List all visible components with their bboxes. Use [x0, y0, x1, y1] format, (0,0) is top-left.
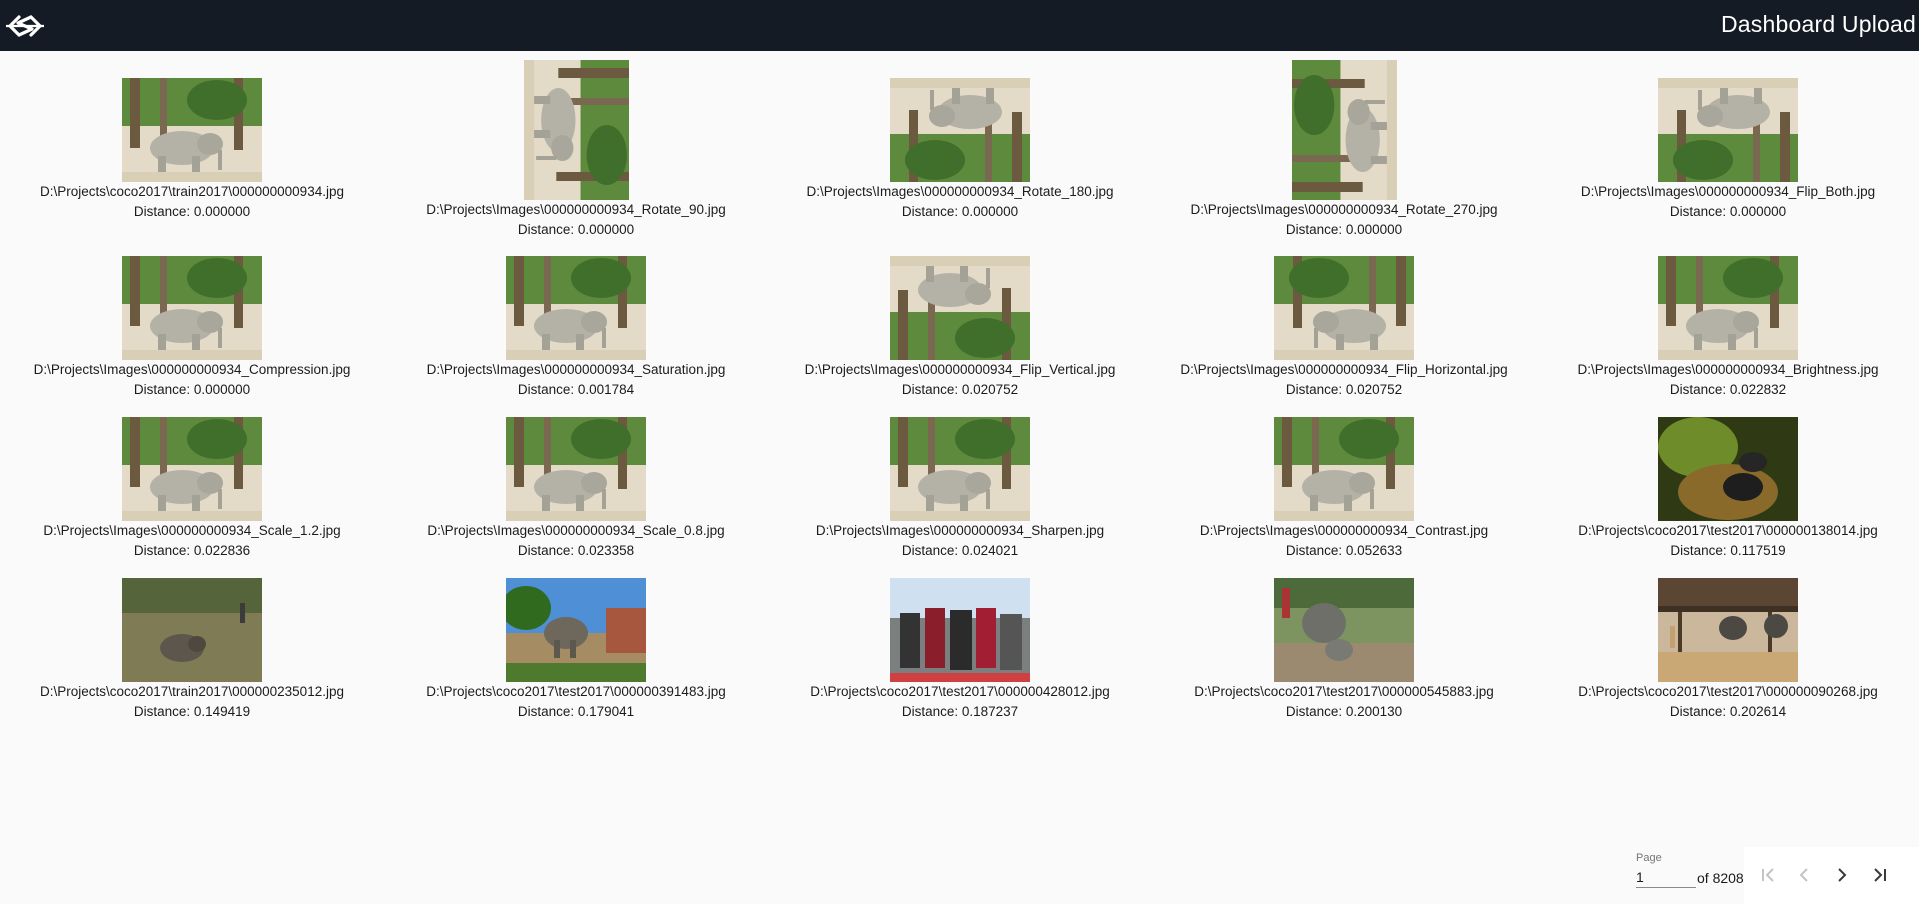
result-thumbnail[interactable]	[1658, 417, 1798, 521]
result-distance: Distance: 0.023358	[517, 543, 635, 558]
result-file-path: D:\Projects\coco2017\train2017\000000235…	[40, 684, 344, 699]
result-thumbnail[interactable]	[890, 78, 1030, 182]
result-thumbnail[interactable]	[506, 417, 646, 521]
result-thumbnail[interactable]	[1658, 578, 1798, 682]
page-label: Page	[1636, 852, 1662, 864]
result-card: D:\Projects\Images\000000000934_Contrast…	[1152, 417, 1536, 561]
result-card: D:\Projects\Images\000000000934_Rotate_1…	[768, 78, 1152, 222]
page-number-input[interactable]	[1636, 866, 1696, 888]
result-card: D:\Projects\coco2017\train2017\000000235…	[0, 578, 384, 722]
result-distance: Distance: 0.187237	[901, 704, 1019, 719]
previous-page-button[interactable]	[1790, 861, 1818, 889]
result-distance: Distance: 0.202614	[1669, 704, 1787, 719]
result-distance: Distance: 0.000000	[1285, 222, 1403, 237]
result-distance: Distance: 0.149419	[133, 704, 251, 719]
result-thumbnail[interactable]	[890, 417, 1030, 521]
result-distance: Distance: 0.179041	[517, 704, 635, 719]
result-thumbnail[interactable]	[506, 578, 646, 682]
result-card: D:\Projects\Images\000000000934_Flip_Hor…	[1152, 256, 1536, 400]
result-thumbnail[interactable]	[890, 578, 1030, 682]
app-logo-icon[interactable]	[4, 8, 46, 44]
page-nav-buttons	[1744, 847, 1919, 904]
result-distance: Distance: 0.000000	[1669, 204, 1787, 219]
page-total: of 8208	[1697, 870, 1744, 886]
result-distance: Distance: 0.000000	[901, 204, 1019, 219]
result-thumbnail[interactable]	[1274, 578, 1414, 682]
result-card: D:\Projects\Images\000000000934_Saturati…	[384, 256, 768, 400]
result-file-path: D:\Projects\Images\000000000934_Sharpen.…	[815, 523, 1105, 538]
result-distance: Distance: 0.200130	[1285, 704, 1403, 719]
result-file-path: D:\Projects\Images\000000000934_Flip_Hor…	[1180, 362, 1508, 377]
result-thumbnail[interactable]	[1274, 256, 1414, 360]
result-file-path: D:\Projects\coco2017\test2017\0000003914…	[426, 684, 726, 699]
result-thumbnail[interactable]	[523, 60, 629, 200]
result-card: D:\Projects\coco2017\test2017\0000003914…	[384, 578, 768, 722]
result-card: D:\Projects\Images\000000000934_Sharpen.…	[768, 417, 1152, 561]
result-thumbnail[interactable]	[1658, 256, 1798, 360]
result-card: D:\Projects\Images\000000000934_Flip_Bot…	[1536, 78, 1919, 222]
result-card: D:\Projects\Images\000000000934_Compress…	[0, 256, 384, 400]
result-distance: Distance: 0.052633	[1285, 543, 1403, 558]
paginator: Page of 8208	[1619, 847, 1919, 904]
result-card: D:\Projects\coco2017\test2017\0000001380…	[1536, 417, 1919, 561]
result-card: D:\Projects\coco2017\test2017\0000005458…	[1152, 578, 1536, 722]
result-distance: Distance: 0.000000	[133, 382, 251, 397]
result-card: D:\Projects\Images\000000000934_Rotate_9…	[384, 60, 768, 240]
result-thumbnail[interactable]	[1658, 78, 1798, 182]
page-title: Dashboard Upload	[1721, 11, 1916, 37]
result-card: D:\Projects\coco2017\test2017\0000004280…	[768, 578, 1152, 722]
result-thumbnail[interactable]	[890, 256, 1030, 360]
chevron-right-icon	[1838, 868, 1847, 882]
result-file-path: D:\Projects\Images\000000000934_Brightne…	[1577, 362, 1879, 377]
result-thumbnail[interactable]	[122, 417, 262, 521]
first-page-button[interactable]	[1754, 861, 1782, 889]
result-file-path: D:\Projects\Images\000000000934_Flip_Bot…	[1580, 184, 1876, 199]
result-card: D:\Projects\Images\000000000934_Rotate_2…	[1152, 60, 1536, 240]
result-file-path: D:\Projects\Images\000000000934_Flip_Ver…	[804, 362, 1116, 377]
result-thumbnail[interactable]	[1291, 60, 1397, 200]
result-file-path: D:\Projects\Images\000000000934_Contrast…	[1199, 523, 1489, 538]
result-card: D:\Projects\coco2017\train2017\000000000…	[0, 78, 384, 222]
result-distance: Distance: 0.020752	[1285, 382, 1403, 397]
result-distance: Distance: 0.024021	[901, 543, 1019, 558]
result-card: D:\Projects\Images\000000000934_Scale_1.…	[0, 417, 384, 561]
result-card: D:\Projects\Images\000000000934_Brightne…	[1536, 256, 1919, 400]
result-file-path: D:\Projects\Images\000000000934_Rotate_9…	[426, 202, 726, 217]
first-page-icon	[1762, 868, 1774, 882]
result-distance: Distance: 0.000000	[517, 222, 635, 237]
result-file-path: D:\Projects\coco2017\test2017\0000005458…	[1194, 684, 1494, 699]
result-distance: Distance: 0.000000	[133, 204, 251, 219]
result-file-path: D:\Projects\Images\000000000934_Scale_1.…	[43, 523, 341, 538]
next-page-button[interactable]	[1828, 861, 1856, 889]
result-file-path: D:\Projects\coco2017\test2017\0000001380…	[1578, 523, 1878, 538]
result-distance: Distance: 0.022832	[1669, 382, 1787, 397]
result-file-path: D:\Projects\coco2017\test2017\0000004280…	[810, 684, 1110, 699]
result-file-path: D:\Projects\Images\000000000934_Compress…	[33, 362, 351, 377]
result-file-path: D:\Projects\coco2017\train2017\000000000…	[40, 184, 344, 199]
result-thumbnail[interactable]	[122, 256, 262, 360]
result-file-path: D:\Projects\coco2017\test2017\0000000902…	[1578, 684, 1878, 699]
last-page-icon	[1874, 868, 1886, 882]
result-thumbnail[interactable]	[122, 578, 262, 682]
chevron-left-icon	[1799, 868, 1808, 882]
result-thumbnail[interactable]	[506, 256, 646, 360]
result-distance: Distance: 0.020752	[901, 382, 1019, 397]
result-card: D:\Projects\coco2017\test2017\0000000902…	[1536, 578, 1919, 722]
result-distance: Distance: 0.022836	[133, 543, 251, 558]
top-navbar: Dashboard Upload	[0, 0, 1919, 51]
result-card: D:\Projects\Images\000000000934_Flip_Ver…	[768, 256, 1152, 400]
result-distance: Distance: 0.001784	[517, 382, 635, 397]
result-file-path: D:\Projects\Images\000000000934_Rotate_2…	[1190, 202, 1498, 217]
result-file-path: D:\Projects\Images\000000000934_Scale_0.…	[427, 523, 725, 538]
last-page-button[interactable]	[1866, 861, 1894, 889]
result-card: D:\Projects\Images\000000000934_Scale_0.…	[384, 417, 768, 561]
result-file-path: D:\Projects\Images\000000000934_Saturati…	[426, 362, 726, 377]
result-file-path: D:\Projects\Images\000000000934_Rotate_1…	[806, 184, 1114, 199]
result-distance: Distance: 0.117519	[1670, 543, 1786, 558]
result-thumbnail[interactable]	[1274, 417, 1414, 521]
result-thumbnail[interactable]	[122, 78, 262, 182]
